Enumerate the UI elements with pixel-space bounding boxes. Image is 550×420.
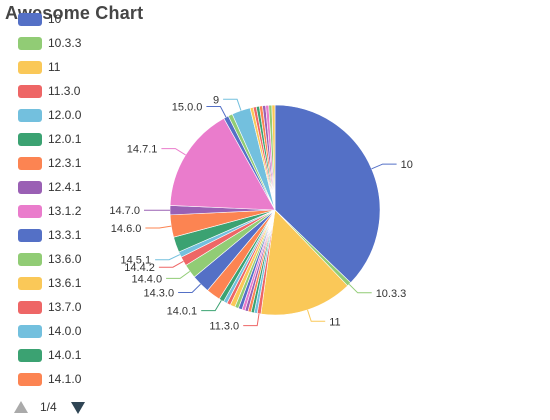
legend-label: 14.1.0 xyxy=(48,372,82,386)
legend-swatch xyxy=(18,373,42,386)
legend-item[interactable]: 13.3.1 xyxy=(18,226,128,250)
label-leader-line xyxy=(155,254,181,261)
legend-item[interactable]: 13.6.1 xyxy=(18,274,128,298)
legend-label: 13.7.0 xyxy=(48,300,82,314)
legend-swatch xyxy=(18,109,42,122)
legend-item[interactable]: 11 xyxy=(18,58,128,82)
label-leader-line xyxy=(201,300,222,312)
legend-label: 12.0.0 xyxy=(48,108,82,122)
pager-page-indicator: 1/4 xyxy=(40,400,57,414)
legend-item[interactable]: 10.3.3 xyxy=(18,34,128,58)
slice-label: 14.4.2 xyxy=(124,262,155,274)
slice-label: 14.5.1 xyxy=(121,255,152,267)
legend-item[interactable]: 14.1.0 xyxy=(18,370,128,394)
label-leader-line xyxy=(206,106,227,118)
legend-swatch xyxy=(18,157,42,170)
slice-label: 14.3.0 xyxy=(144,288,175,300)
label-leader-line xyxy=(166,270,191,279)
slice-label: 10 xyxy=(401,159,413,171)
pie-slice[interactable] xyxy=(260,209,349,316)
slice-label: 9 xyxy=(213,94,219,106)
legend-item[interactable]: 14.0.0 xyxy=(18,322,128,346)
pie-slice[interactable] xyxy=(169,117,276,211)
slice-label: 11.3.0 xyxy=(209,321,239,333)
legend-swatch xyxy=(18,229,42,242)
legend-label: 13.6.1 xyxy=(48,276,82,290)
label-leader-line xyxy=(307,309,326,322)
legend-label: 11 xyxy=(48,60,61,74)
label-leader-line xyxy=(223,98,242,111)
legend-item[interactable]: 10 xyxy=(18,10,128,34)
legend-label: 11.3.0 xyxy=(48,84,81,98)
legend-item[interactable]: 13.6.0 xyxy=(18,250,128,274)
legend-item[interactable]: 12.0.0 xyxy=(18,106,128,130)
legend-swatch xyxy=(18,37,42,50)
label-leader-line xyxy=(145,225,172,229)
legend-label: 12.3.1 xyxy=(48,156,82,170)
legend-label: 13.3.1 xyxy=(48,228,82,242)
slice-label: 11 xyxy=(329,316,340,328)
legend-label: 12.0.1 xyxy=(48,132,82,146)
legend-label: 13.1.2 xyxy=(48,204,82,218)
legend-item[interactable]: 13.7.0 xyxy=(18,298,128,322)
label-leader-line xyxy=(178,283,201,293)
legend-swatch xyxy=(18,61,42,74)
pie-slice[interactable] xyxy=(274,104,381,284)
legend-label: 10.3.3 xyxy=(48,36,82,50)
legend-item[interactable]: 12.3.1 xyxy=(18,154,128,178)
slice-label: 15.0.0 xyxy=(172,102,203,114)
legend-label: 13.6.0 xyxy=(48,252,82,266)
legend-swatch xyxy=(18,133,42,146)
pager-prev-icon[interactable] xyxy=(14,401,28,413)
pie-slice[interactable] xyxy=(271,104,276,211)
legend-swatch xyxy=(18,181,42,194)
legend-label: 12.4.1 xyxy=(48,180,82,194)
legend-item[interactable]: 13.1.2 xyxy=(18,202,128,226)
slice-label: 10.3.3 xyxy=(376,288,407,300)
slice-label: 14.7.1 xyxy=(127,144,158,156)
legend-item[interactable]: 12.4.1 xyxy=(18,178,128,202)
legend-label: 14.0.0 xyxy=(48,324,82,338)
legend-label: 14.0.1 xyxy=(48,348,82,362)
legend-label: 10 xyxy=(48,12,62,26)
legend-swatch xyxy=(18,349,42,362)
legend-item[interactable]: 11.3.0 xyxy=(18,82,128,106)
pager-next-icon[interactable] xyxy=(71,402,85,414)
legend: 10 10.3.3 11 11.3.0 12.0.0 12.0.1 12.3.1… xyxy=(18,10,128,394)
slice-label: 14.7.0 xyxy=(109,205,140,217)
legend-swatch xyxy=(18,13,42,26)
legend-swatch xyxy=(18,85,42,98)
label-leader-line xyxy=(348,283,372,294)
slice-label: 14.0.1 xyxy=(167,306,198,318)
legend-swatch xyxy=(18,301,42,314)
legend-item[interactable]: 14.0.1 xyxy=(18,346,128,370)
label-leader-line xyxy=(371,163,397,170)
legend-swatch xyxy=(18,277,42,290)
label-leader-line xyxy=(161,148,186,156)
slice-label: 14.4.0 xyxy=(132,273,163,285)
legend-swatch xyxy=(18,325,42,338)
legend-item[interactable]: 12.0.1 xyxy=(18,130,128,154)
legend-swatch xyxy=(18,205,42,218)
label-leader-line xyxy=(243,313,260,327)
legend-swatch xyxy=(18,253,42,266)
label-leader-line xyxy=(158,260,184,268)
slice-label: 14.6.0 xyxy=(111,223,142,235)
